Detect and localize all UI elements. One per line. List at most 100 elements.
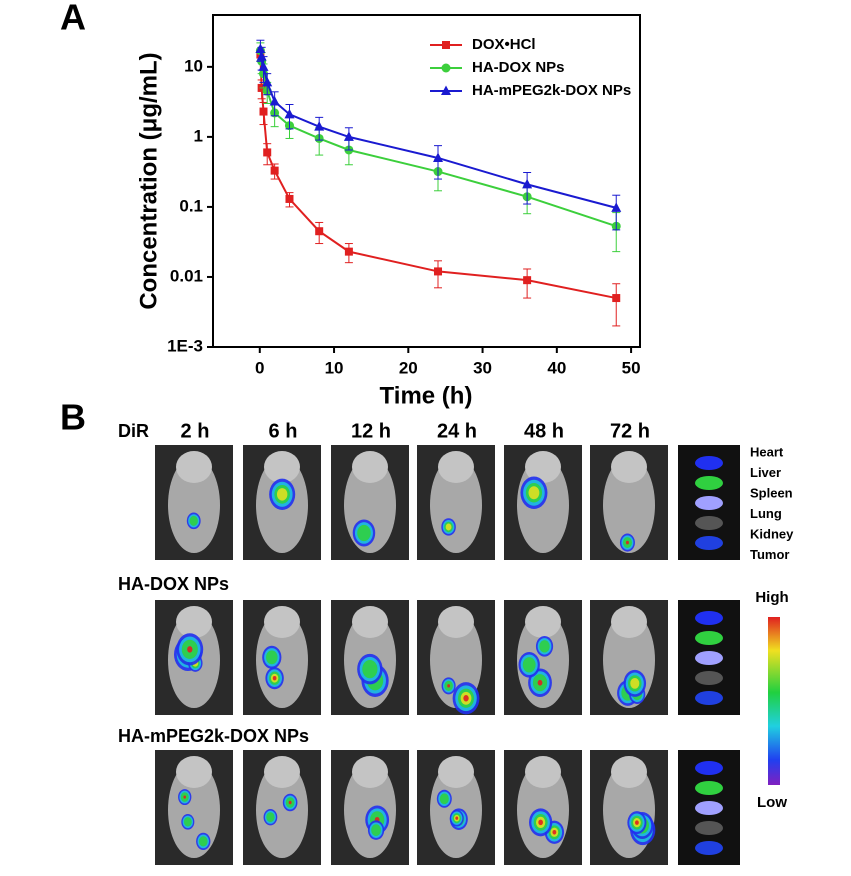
- organ: [695, 651, 723, 665]
- signal: [634, 820, 639, 825]
- x-tick-label: 40: [547, 358, 566, 377]
- marker: [284, 108, 295, 119]
- signal: [288, 800, 292, 805]
- marker: [433, 152, 444, 162]
- signal: [272, 675, 277, 681]
- marker: [269, 96, 280, 106]
- dye-label: DiR: [118, 421, 149, 441]
- row-label: HA-mPEG2k-DOX NPs: [118, 726, 309, 746]
- marker: [434, 267, 443, 276]
- scale-high: High: [755, 589, 788, 606]
- signal: [528, 486, 540, 500]
- signal: [538, 819, 543, 826]
- scale-low: Low: [757, 794, 787, 811]
- panel-label: B: [60, 397, 86, 438]
- marker: [270, 166, 279, 175]
- signal: [357, 524, 371, 542]
- signal: [266, 812, 275, 823]
- x-tick-label: 50: [622, 358, 641, 377]
- marker: [343, 131, 354, 141]
- marker: [255, 43, 266, 53]
- mouse-head: [264, 606, 300, 638]
- legend-label: HA-mPEG2k-DOX NPs: [472, 82, 631, 99]
- organ: [695, 631, 723, 645]
- signal: [362, 659, 378, 679]
- mouse-head: [611, 451, 647, 483]
- signal: [552, 829, 557, 835]
- marker: [285, 194, 294, 203]
- marker: [344, 247, 353, 256]
- signal: [187, 646, 193, 653]
- signal: [189, 515, 198, 526]
- marker: [523, 276, 532, 285]
- organ: [695, 496, 723, 510]
- organ: [695, 781, 723, 795]
- mouse-body: [168, 457, 220, 553]
- series-line: [259, 50, 617, 228]
- signal: [371, 824, 381, 837]
- signal: [445, 523, 452, 531]
- time-label: 48 h: [524, 420, 564, 442]
- mouse-head: [176, 451, 212, 483]
- y-tick-label: 1E-3: [167, 336, 203, 355]
- marker: [315, 227, 324, 236]
- legend-label: DOX•HCl: [472, 36, 536, 53]
- organ: [695, 456, 723, 470]
- signal: [198, 836, 208, 847]
- signal: [537, 679, 543, 686]
- mouse-head: [438, 756, 474, 788]
- x-tick-label: 10: [325, 358, 344, 377]
- marker: [262, 76, 273, 87]
- mouse-head: [525, 756, 561, 788]
- x-tick-label: 30: [473, 358, 492, 377]
- mouse-head: [438, 606, 474, 638]
- marker: [612, 294, 621, 303]
- signal: [463, 695, 469, 702]
- time-label: 24 h: [437, 420, 477, 442]
- marker: [258, 61, 269, 71]
- organ: [695, 841, 723, 855]
- plot-frame: [212, 14, 641, 348]
- signal: [183, 817, 192, 827]
- y-axis-label: Concentration (μg/mL): [135, 52, 162, 309]
- marker: [611, 202, 622, 212]
- mouse-head: [176, 756, 212, 788]
- y-tick-label: 0.1: [179, 196, 203, 215]
- mouse-head: [611, 606, 647, 638]
- signal: [266, 650, 278, 665]
- signal: [539, 640, 550, 653]
- organ: [695, 671, 723, 685]
- row-label: HA-DOX NPs: [118, 574, 229, 594]
- organ-label: Heart: [750, 444, 784, 459]
- marker: [522, 178, 533, 189]
- signal: [439, 793, 449, 805]
- signal: [276, 488, 288, 501]
- y-tick-label: 0.01: [170, 266, 203, 285]
- signal: [447, 684, 451, 688]
- panel-label: A: [60, 0, 86, 38]
- signal: [183, 795, 187, 799]
- organ: [695, 821, 723, 835]
- mouse-head: [352, 756, 388, 788]
- marker: [263, 148, 272, 157]
- marker: [314, 121, 325, 131]
- mouse-head: [352, 606, 388, 638]
- signal: [522, 657, 536, 673]
- mouse-body: [256, 762, 308, 858]
- organ-label: Lung: [750, 506, 782, 521]
- mouse-body: [603, 457, 655, 553]
- organ: [695, 516, 723, 530]
- mouse-head: [525, 606, 561, 638]
- organ: [695, 761, 723, 775]
- signal: [625, 540, 629, 545]
- signal: [455, 816, 459, 820]
- organ: [695, 476, 723, 490]
- marker: [259, 107, 268, 116]
- organ-label: Kidney: [750, 526, 794, 541]
- time-label: 12 h: [351, 420, 391, 442]
- organ: [695, 691, 723, 705]
- time-label: 2 h: [181, 420, 210, 442]
- time-label: 72 h: [610, 420, 650, 442]
- mouse-head: [264, 451, 300, 483]
